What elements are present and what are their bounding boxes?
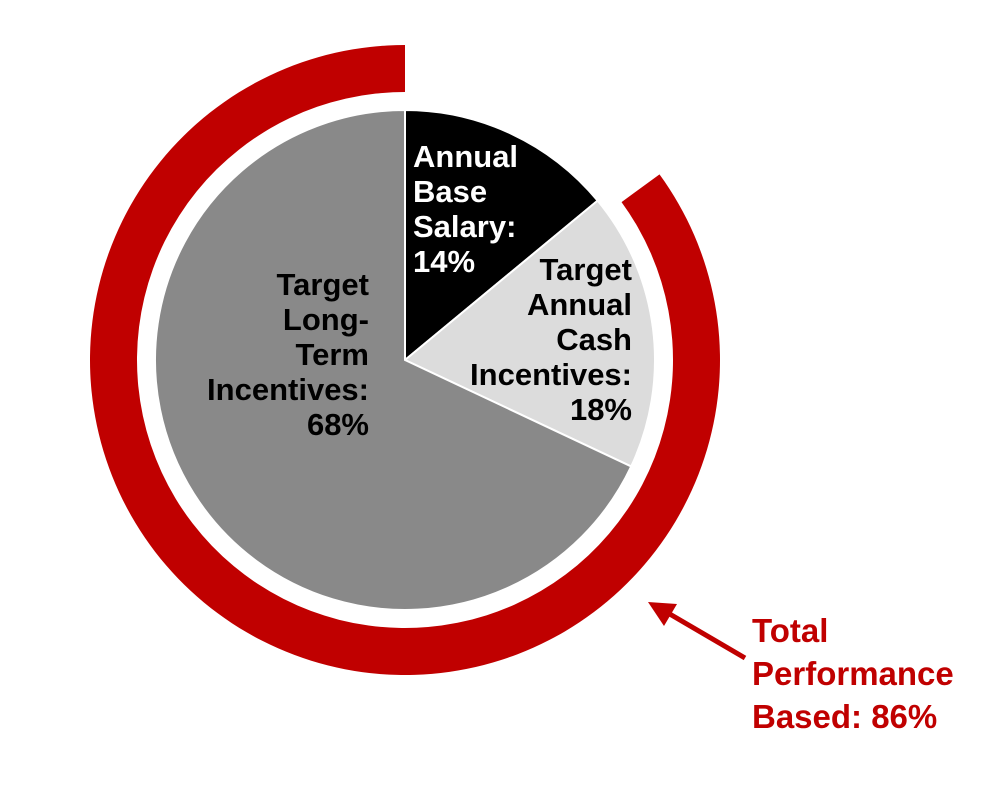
slice-label-line: Annual <box>527 287 632 322</box>
slice-label-2: Target Long-Term Incentives: 68% <box>207 267 369 442</box>
performance-callout-layer: Total Performance Based: 86% <box>648 602 963 735</box>
slice-label-0: Annual Base Salary: 14% <box>413 139 518 279</box>
slice-label-line: Base <box>413 174 487 209</box>
callout-label-line: Performance <box>752 655 954 692</box>
slice-labels-layer: Annual Base Salary: 14% Target Annual Cash Ince… <box>207 139 632 442</box>
callout-label: Total Performance Based: 86% <box>752 612 963 735</box>
slice-label-line: Target <box>277 267 369 302</box>
slice-label-line: 68% <box>307 407 369 442</box>
callout-arrow-head <box>648 602 677 626</box>
slice-label-line: Long- <box>283 302 369 337</box>
slice-label-line: Target <box>540 252 632 287</box>
slice-label-1: Target Annual Cash Incentives: 18% <box>470 252 632 427</box>
slice-label-line: Annual <box>413 139 518 174</box>
slice-label-line: Incentives: <box>207 372 369 407</box>
slice-label-line: 14% <box>413 244 475 279</box>
slice-label-line: Salary: <box>413 209 516 244</box>
pie-slice-2 <box>154 108 633 611</box>
slice-label-line: Term <box>295 337 369 372</box>
slice-label-line: 18% <box>570 392 632 427</box>
pie-slice-1 <box>403 199 656 468</box>
slice-label-line: Cash <box>556 322 632 357</box>
pie-slice-0 <box>404 108 600 363</box>
callout-label-line: Based: 86% <box>752 698 937 735</box>
callout-label-line: Total <box>752 612 828 649</box>
callout-arrow-shaft <box>666 610 747 661</box>
slice-label-line: Incentives: <box>470 357 632 392</box>
pie-slices-layer <box>154 108 656 611</box>
